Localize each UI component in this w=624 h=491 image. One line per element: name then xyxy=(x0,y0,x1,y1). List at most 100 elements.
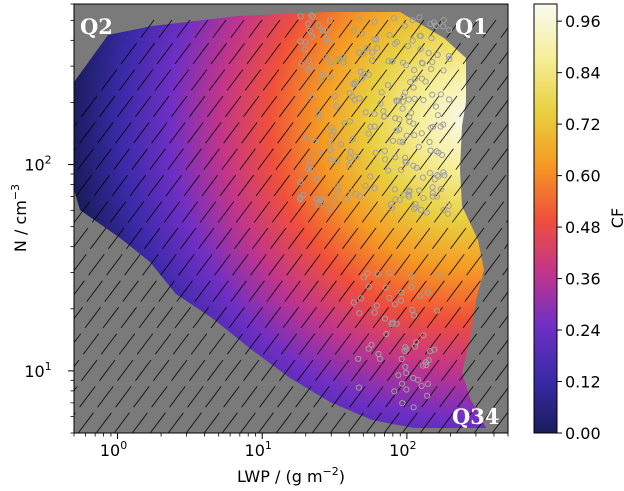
sample-point xyxy=(428,66,435,73)
sample-point xyxy=(411,132,418,139)
sample-point xyxy=(381,315,389,322)
sample-point xyxy=(389,319,396,326)
sample-point xyxy=(393,320,400,327)
sample-point xyxy=(432,22,439,29)
contour-lines xyxy=(74,19,624,460)
sample-point xyxy=(441,172,448,179)
sample-point xyxy=(398,166,405,173)
contour-line xyxy=(257,99,508,433)
colorbar-label: CF xyxy=(608,208,624,228)
sample-point xyxy=(410,84,417,91)
sample-point xyxy=(402,363,409,370)
sample-point xyxy=(369,57,376,64)
sample-point xyxy=(360,50,367,57)
sample-point xyxy=(397,297,405,304)
sample-point xyxy=(371,110,378,118)
sample-point xyxy=(315,201,322,208)
colorbar-tick-label: 0.36 xyxy=(565,270,601,289)
colorbar-tick-label: 0.00 xyxy=(565,424,601,443)
sample-point xyxy=(392,115,399,122)
sample-point xyxy=(305,20,312,27)
sample-point xyxy=(418,75,426,82)
sample-point xyxy=(301,46,309,53)
sample-point xyxy=(313,175,320,182)
sample-point xyxy=(306,27,314,34)
sample-point xyxy=(433,148,440,155)
contour-line xyxy=(508,20,624,460)
contour-line xyxy=(77,19,389,433)
colorbar-tick-label: 0.12 xyxy=(565,373,601,392)
sample-point xyxy=(423,209,430,216)
sample-point xyxy=(325,205,332,212)
sample-point xyxy=(374,45,381,52)
sample-point xyxy=(433,193,440,200)
sample-point xyxy=(388,204,396,212)
sample-point xyxy=(356,95,363,102)
contour-line xyxy=(329,195,508,433)
colorbar-tick-label: 0.48 xyxy=(565,218,601,237)
colorbar-ticks: 0.00 0.12 0.24 0.36 0.48 0.60 0.72 0.84 0.96 xyxy=(557,12,601,443)
sample-point xyxy=(426,170,433,177)
sample-point xyxy=(384,82,392,89)
sample-point xyxy=(386,32,393,39)
contour-line xyxy=(149,19,461,433)
x-tick-label-base: 10 xyxy=(389,441,409,460)
sample-point xyxy=(444,210,451,217)
sample-point xyxy=(353,190,360,197)
sample-point xyxy=(440,169,447,176)
sample-point xyxy=(308,93,315,100)
x-axis-label-text: LWP / (g m xyxy=(237,467,323,486)
sample-point xyxy=(445,53,453,60)
sample-point xyxy=(393,39,400,46)
y-axis-label-text: N / cm xyxy=(11,200,30,252)
sample-point xyxy=(391,40,398,48)
sample-point xyxy=(341,120,348,127)
x-tick-label-exponent: 1 xyxy=(265,439,272,452)
sample-point xyxy=(330,128,337,135)
sample-point xyxy=(322,27,329,34)
sample-point xyxy=(365,130,372,137)
sample-point xyxy=(409,37,416,44)
sample-point xyxy=(382,156,389,163)
sample-point xyxy=(429,58,436,66)
sample-point xyxy=(420,332,427,339)
sample-point xyxy=(417,32,424,40)
sample-point xyxy=(438,185,445,193)
x-tick-label: 101 xyxy=(245,439,272,460)
sample-point xyxy=(298,61,305,68)
contour-line xyxy=(365,243,508,433)
sample-point xyxy=(368,341,375,348)
sample-point xyxy=(429,190,436,197)
sample-point xyxy=(427,348,434,355)
sample-point xyxy=(418,59,425,67)
sample-point xyxy=(434,307,441,314)
sample-point xyxy=(412,204,419,211)
sample-point xyxy=(410,404,417,411)
sample-point xyxy=(403,346,410,353)
sample-point xyxy=(402,89,409,96)
sample-point xyxy=(390,15,398,22)
sample-point xyxy=(308,33,316,40)
sample-point xyxy=(349,93,356,100)
contour-line xyxy=(455,363,508,433)
sample-point xyxy=(367,123,374,131)
sample-point xyxy=(415,143,422,150)
sample-point xyxy=(371,309,378,316)
sample-point xyxy=(386,294,393,302)
sample-point xyxy=(373,302,380,309)
sample-points xyxy=(296,12,453,411)
sample-point xyxy=(373,36,380,43)
sample-point xyxy=(427,147,434,154)
sample-point xyxy=(413,164,420,171)
sample-point xyxy=(411,312,418,319)
sample-point xyxy=(400,93,407,100)
sample-point xyxy=(402,158,409,165)
sample-point xyxy=(429,91,436,98)
sample-point xyxy=(416,292,423,300)
x-axis-label-exponent: −2 xyxy=(323,465,339,478)
sample-point xyxy=(412,343,419,350)
sample-point xyxy=(425,357,432,364)
sample-point xyxy=(396,196,403,203)
